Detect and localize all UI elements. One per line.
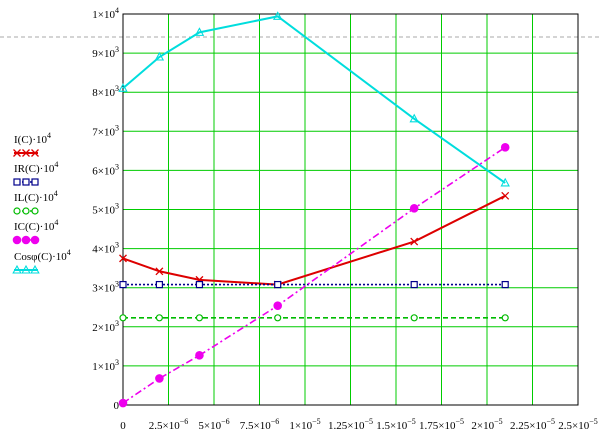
data-point	[274, 280, 282, 289]
y-tick-label: 1×103	[92, 358, 119, 373]
series-0	[119, 191, 510, 289]
data-point	[409, 204, 419, 213]
legend-entry: Cosφ(C)·104	[12, 248, 71, 274]
series-2	[119, 314, 509, 322]
data-point	[410, 280, 418, 289]
legend-entry: IC(C)·104	[12, 218, 58, 245]
grid	[122, 13, 579, 406]
legend-label: IR(C)·104	[14, 160, 58, 175]
data-point	[119, 254, 127, 263]
data-point	[155, 267, 164, 276]
data-point	[272, 11, 283, 20]
data-point	[12, 235, 22, 245]
data-point	[31, 207, 39, 215]
data-point	[273, 301, 283, 310]
data-point	[13, 207, 21, 215]
data-point	[501, 280, 509, 289]
plot-frame	[122, 13, 579, 406]
data-point	[410, 314, 418, 322]
y-tick-label: 6×103	[92, 162, 119, 177]
series-3	[118, 143, 510, 408]
legend-label: Cosφ(C)·104	[14, 248, 71, 263]
series-1	[119, 280, 509, 289]
y-tick-label: 1×104	[92, 6, 119, 21]
y-tick-label: 4×103	[92, 241, 119, 256]
data-point	[21, 264, 31, 274]
series-layer	[118, 11, 510, 408]
x-tick-label: 2×10−5	[471, 417, 502, 432]
y-tick-label: 7×103	[92, 123, 119, 138]
y-tick-label: 9×103	[92, 45, 119, 60]
data-point	[195, 351, 204, 360]
data-point	[501, 191, 510, 200]
data-point	[118, 83, 128, 92]
x-tick-label: 2.25×10−5	[510, 417, 555, 432]
data-point	[194, 27, 205, 36]
data-point	[410, 237, 419, 246]
x-tick-label: 7.5×10−6	[240, 417, 279, 432]
x-axis-label: C	[339, 440, 346, 442]
legend-label: IC(C)·104	[14, 218, 58, 233]
data-point	[30, 264, 40, 274]
data-point	[119, 280, 127, 289]
data-point	[155, 280, 163, 289]
data-point	[31, 149, 39, 157]
data-point	[409, 113, 419, 123]
series-4	[118, 11, 510, 187]
x-tick-label: 1.25×10−5	[328, 417, 373, 432]
data-point	[22, 149, 30, 157]
legend-label: IL(C)·104	[14, 189, 58, 204]
data-point	[500, 177, 510, 187]
x-tick-label: 5×10−6	[198, 417, 229, 432]
x-tick-label: 2.5×10−5	[558, 417, 597, 432]
legend-entry: IR(C)·104	[13, 160, 58, 186]
legend-entry: I(C)·104	[13, 131, 51, 157]
x-tick-label: 1.5×10−5	[376, 417, 415, 432]
data-point	[12, 264, 22, 274]
data-point	[274, 314, 282, 322]
data-point	[21, 235, 31, 245]
y-tick-label: 3×103	[92, 280, 119, 295]
data-point	[31, 178, 39, 186]
x-tick-label: 1.75×10−5	[419, 417, 464, 432]
data-point	[118, 398, 128, 408]
data-point	[22, 207, 30, 215]
y-tick-label: 0	[114, 400, 120, 412]
x-tick-label: 2.5×10−6	[149, 417, 188, 432]
series-line	[122, 194, 506, 286]
series-line	[122, 15, 506, 184]
legend-label: I(C)·104	[14, 131, 51, 146]
data-point	[155, 374, 164, 383]
data-point	[13, 149, 21, 157]
data-point	[195, 314, 204, 322]
y-tick-labels: 0 1×103 2×103 3×103 4×103 5×103 6×103 7×103 8×10…	[92, 6, 119, 412]
data-point	[155, 314, 163, 322]
data-point	[501, 314, 509, 322]
y-tick-label: 2×103	[92, 319, 119, 334]
x-tick-label: 1×10−5	[289, 417, 320, 432]
series-line	[122, 146, 506, 404]
data-point	[13, 178, 21, 186]
legend: I(C)·104 IR(C)·104 IL(C)·104 IC(C)·104 Cosφ(…	[12, 131, 71, 274]
y-tick-label: 8×103	[92, 84, 119, 99]
data-point	[500, 143, 510, 152]
x-tick-label: 0	[120, 420, 126, 432]
data-point	[195, 280, 204, 289]
data-point	[22, 178, 30, 186]
x-tick-labels: 0 2.5×10−6 5×10−6 7.5×10−6 1×10−5 1.25×10−5 1.…	[120, 417, 597, 432]
data-point	[30, 235, 40, 245]
y-tick-label: 5×103	[92, 202, 119, 217]
legend-entry: IL(C)·104	[13, 189, 58, 215]
data-point	[119, 314, 127, 322]
data-point	[154, 51, 165, 61]
